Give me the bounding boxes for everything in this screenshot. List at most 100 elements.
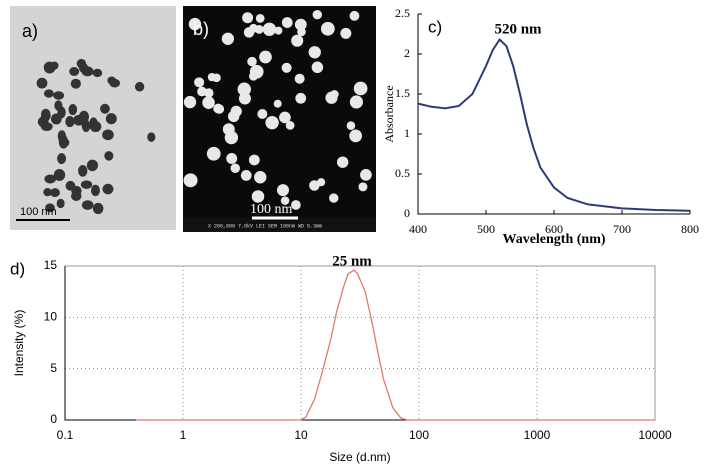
particle — [274, 26, 283, 35]
particle — [202, 96, 215, 109]
particle — [276, 184, 289, 197]
y-axis-label: Absorbance — [382, 85, 396, 142]
sem-image — [183, 6, 376, 232]
particle — [134, 81, 145, 92]
particle — [188, 17, 202, 31]
particle — [81, 200, 94, 210]
particle — [53, 91, 65, 100]
x-tick-label: 1 — [180, 428, 187, 442]
particle — [197, 86, 207, 97]
data-line — [417, 38, 691, 212]
particle — [294, 73, 305, 84]
scale-label: 100 nm — [20, 206, 57, 218]
x-tick-label: 500 — [477, 222, 495, 236]
axes — [64, 266, 655, 421]
particle — [257, 108, 268, 119]
particle — [249, 64, 264, 79]
particle — [262, 22, 277, 36]
particle — [281, 62, 292, 73]
particle — [45, 203, 55, 213]
particle — [280, 196, 290, 205]
particle — [53, 169, 66, 181]
particle — [265, 117, 274, 126]
particle — [349, 129, 363, 143]
particle — [285, 121, 295, 130]
particle — [312, 9, 323, 20]
particle — [213, 103, 224, 114]
y-tick-label: 1 — [404, 126, 410, 140]
particle — [329, 193, 339, 203]
x-tick-label: 100 — [409, 428, 429, 442]
particle — [194, 77, 205, 88]
particle — [92, 202, 104, 215]
particle — [309, 180, 320, 191]
panel-label: b) — [193, 19, 209, 39]
particle — [69, 67, 80, 76]
particle — [102, 129, 114, 141]
scale-label: 100 nm — [250, 202, 293, 217]
particle — [89, 121, 102, 133]
plot-frame — [64, 265, 656, 421]
particle — [65, 116, 75, 128]
particle — [360, 169, 372, 181]
particle — [50, 188, 60, 198]
particle — [183, 173, 198, 188]
particle — [68, 104, 78, 116]
particle — [243, 27, 255, 38]
data-line — [136, 269, 655, 421]
particle — [70, 78, 81, 89]
particle — [251, 190, 265, 203]
y-tick-label: 0.5 — [395, 166, 410, 180]
particle — [291, 200, 301, 210]
particle — [147, 132, 156, 142]
particle — [86, 159, 98, 172]
particle — [104, 151, 114, 161]
x-tick-label: 0.1 — [57, 428, 74, 442]
particle — [40, 109, 51, 122]
particle — [212, 73, 221, 83]
x-tick-label: 700 — [613, 222, 631, 236]
particle — [102, 183, 114, 195]
particle — [358, 182, 368, 192]
particle — [109, 78, 121, 88]
image-overlays: a) 100 nm b) 100 nm X 200,000 7.0kV LEI … — [16, 19, 376, 232]
particle — [346, 121, 356, 130]
particle — [291, 34, 304, 47]
particle — [320, 21, 335, 36]
particle — [71, 191, 82, 201]
particle — [78, 110, 90, 123]
y-tick-label: 2 — [404, 46, 410, 60]
particle — [105, 113, 117, 125]
particle — [43, 188, 52, 197]
y-tick-label: 15 — [44, 258, 58, 272]
particle — [206, 146, 221, 161]
panel-label: a) — [22, 21, 38, 41]
particle — [221, 32, 235, 45]
y-tick-label: 5 — [50, 361, 57, 375]
particle — [294, 18, 307, 31]
particle — [340, 27, 352, 39]
particle — [230, 163, 241, 174]
particle — [237, 82, 251, 96]
particle — [50, 113, 62, 125]
particle — [80, 180, 93, 189]
panel-label: d) — [10, 259, 25, 278]
particle — [54, 100, 63, 111]
particle — [255, 14, 265, 23]
particle — [308, 46, 321, 59]
particle — [58, 135, 68, 144]
y-tick-label: 0 — [50, 412, 57, 426]
particle — [311, 61, 324, 74]
particle — [57, 153, 67, 165]
particle — [281, 17, 293, 28]
sem-info: X 200,000 7.0kV LEI SEM 100nm WD 5.3mm — [208, 223, 322, 229]
particle — [91, 184, 100, 197]
particle — [230, 105, 242, 117]
particle — [43, 89, 54, 98]
particle — [226, 153, 238, 164]
particle — [240, 170, 252, 181]
particle — [259, 50, 272, 64]
x-tick-label: 400 — [409, 222, 427, 236]
